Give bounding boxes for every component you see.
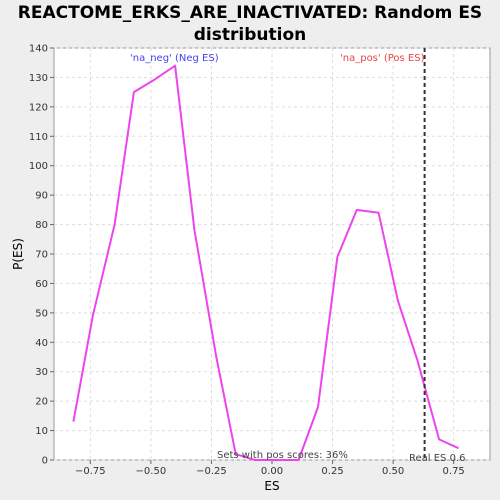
chart-title-line2: distribution xyxy=(193,25,307,45)
y-tick-label: 40 xyxy=(35,338,48,349)
x-tick-label: 0.50 xyxy=(382,466,404,477)
x-tick-label: −0.50 xyxy=(136,466,167,477)
y-tick-label: 10 xyxy=(35,426,48,437)
y-tick-label: 100 xyxy=(29,161,48,172)
y-tick-label: 120 xyxy=(29,102,48,113)
grid xyxy=(54,47,490,461)
y-axis-title: P(ES) xyxy=(11,238,25,270)
x-tick-label: 0.25 xyxy=(321,466,343,477)
x-tick-label: 0.00 xyxy=(261,466,283,477)
neg-es-label: 'na_neg' (Neg ES) xyxy=(130,53,219,64)
y-tick-label: 0 xyxy=(42,456,48,467)
y-tick-label: 140 xyxy=(29,44,48,55)
y-tick-label: 90 xyxy=(35,191,48,202)
y-tick-label: 70 xyxy=(35,250,48,261)
x-tick-label: −0.25 xyxy=(196,466,227,477)
chart-title: REACTOME_ERKS_ARE_INACTIVATED: Random ES… xyxy=(0,2,500,46)
y-tick-label: 20 xyxy=(35,397,48,408)
x-axis-title: ES xyxy=(264,479,279,493)
x-tick-label: 0.75 xyxy=(443,466,465,477)
chart-title-line1: REACTOME_ERKS_ARE_INACTIVATED: Random ES xyxy=(17,3,483,23)
x-tick-label: −0.75 xyxy=(75,466,106,477)
y-tick-label: 80 xyxy=(35,220,48,231)
y-tick-label: 60 xyxy=(35,279,48,290)
pos-es-label: 'na_pos' (Pos ES) xyxy=(340,53,425,64)
y-tick-label: 130 xyxy=(29,73,48,84)
y-tick-label: 50 xyxy=(35,308,48,319)
real-es-label: Real ES 0.6 xyxy=(409,453,465,464)
es-distribution-line xyxy=(72,64,459,461)
axes: 0 10 20 30 40 50 60 70 80 90 100 110 120 130 140 −0.75 −… xyxy=(29,44,465,478)
series-layer xyxy=(72,64,459,461)
y-tick-label: 30 xyxy=(35,367,48,378)
y-tick-label: 110 xyxy=(29,132,48,143)
sets-with-pos-scores-label: Sets with pos scores: 36% xyxy=(217,450,348,461)
